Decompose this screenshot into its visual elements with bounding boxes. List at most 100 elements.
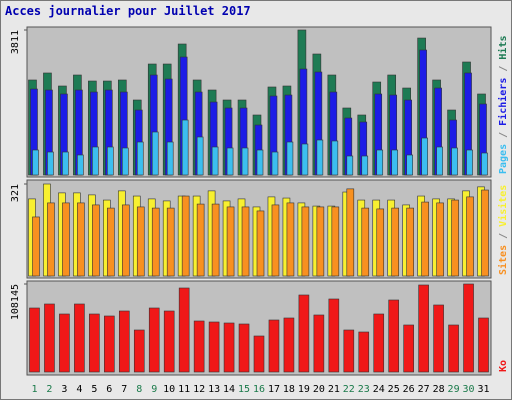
bar <box>32 216 40 277</box>
bar <box>163 310 175 373</box>
bar <box>211 203 220 277</box>
bar <box>256 149 264 176</box>
bar <box>388 299 400 373</box>
x-tick-label: 7 <box>121 384 127 395</box>
bar <box>121 204 130 277</box>
bar <box>361 155 369 176</box>
x-tick-label: 30 <box>463 384 475 395</box>
bar <box>376 149 384 176</box>
bar <box>226 147 234 176</box>
bar <box>181 195 190 277</box>
x-tick-label: 25 <box>388 384 400 395</box>
x-tick-label: 13 <box>208 384 220 395</box>
bar <box>107 146 114 176</box>
bar <box>59 313 70 373</box>
bar <box>62 151 69 176</box>
legend-separator: / <box>498 60 509 78</box>
x-tick-label: 4 <box>76 384 82 395</box>
bar <box>301 143 309 176</box>
legend-entry: Sites <box>497 245 509 275</box>
bar <box>136 206 145 277</box>
bar <box>29 307 40 373</box>
bar <box>376 208 385 277</box>
x-tick-label: 31 <box>477 384 489 395</box>
bar <box>133 329 145 373</box>
bar <box>331 140 339 176</box>
bar <box>478 317 489 373</box>
bar <box>256 210 265 277</box>
x-tick-label: 24 <box>373 384 385 395</box>
x-tick-label: 22 <box>343 384 355 395</box>
x-tick-label: 26 <box>403 384 415 395</box>
bar <box>313 314 325 373</box>
legend: Sites / Visites <box>497 185 509 275</box>
bar <box>47 151 54 176</box>
bar <box>418 284 429 373</box>
bar <box>148 307 160 373</box>
x-tick-label: 23 <box>358 384 370 395</box>
x-tick-label: 2 <box>46 384 52 395</box>
bar <box>481 189 489 277</box>
x-tick-label: 27 <box>418 384 430 395</box>
bar <box>196 136 204 176</box>
x-tick-label: 9 <box>151 384 157 395</box>
bar <box>118 310 130 373</box>
bar <box>208 321 220 373</box>
bar <box>436 146 443 176</box>
bar <box>166 141 174 176</box>
legend-separator: / <box>498 227 509 245</box>
bar <box>62 202 70 277</box>
x-tick-label: 15 <box>238 384 250 395</box>
bar <box>241 147 249 176</box>
x-tick-label: 14 <box>223 384 235 395</box>
legend-entry: Visites <box>497 185 509 227</box>
bar <box>181 119 189 176</box>
bar <box>421 201 429 277</box>
bar <box>74 303 85 373</box>
bar <box>92 146 99 176</box>
legend-entry: Hits <box>497 36 509 60</box>
bar <box>451 199 459 277</box>
bar <box>481 152 488 176</box>
y-tick-label: 3811 <box>10 30 21 54</box>
legend-separator: / <box>498 126 509 144</box>
bar <box>136 141 144 176</box>
bar <box>316 206 325 277</box>
y-tick-label: 108145 <box>10 284 21 320</box>
bar <box>361 207 370 277</box>
legend: Pages / Fichiers / Hits <box>497 36 509 175</box>
bar <box>316 139 324 176</box>
bar <box>196 203 205 277</box>
bar <box>104 315 115 373</box>
bar <box>92 204 100 277</box>
bar <box>436 202 444 277</box>
bar <box>77 154 84 176</box>
legend-entry: Fichiers <box>497 78 509 126</box>
bar <box>286 141 294 176</box>
y-tick-label: 321 <box>10 184 21 202</box>
x-tick-label: 29 <box>448 384 460 395</box>
x-tick-label: 11 <box>178 384 190 395</box>
bar <box>286 202 295 277</box>
bar <box>451 147 458 176</box>
bar <box>166 207 175 277</box>
bar <box>391 207 400 277</box>
bar <box>241 206 250 277</box>
bar <box>373 313 385 373</box>
x-tick-label: 17 <box>268 384 280 395</box>
bar <box>406 207 414 277</box>
x-tick-label: 20 <box>313 384 325 395</box>
bar <box>151 207 160 277</box>
bar <box>463 283 474 373</box>
bar <box>268 319 280 373</box>
bar <box>328 298 340 373</box>
bar <box>358 331 370 373</box>
x-tick-label: 3 <box>61 384 67 395</box>
legend-entry: Pages <box>498 144 509 174</box>
bar <box>406 154 413 176</box>
bar <box>211 146 219 176</box>
legend: Ko <box>498 360 509 372</box>
x-tick-label: 8 <box>136 384 142 395</box>
bar <box>298 294 310 373</box>
